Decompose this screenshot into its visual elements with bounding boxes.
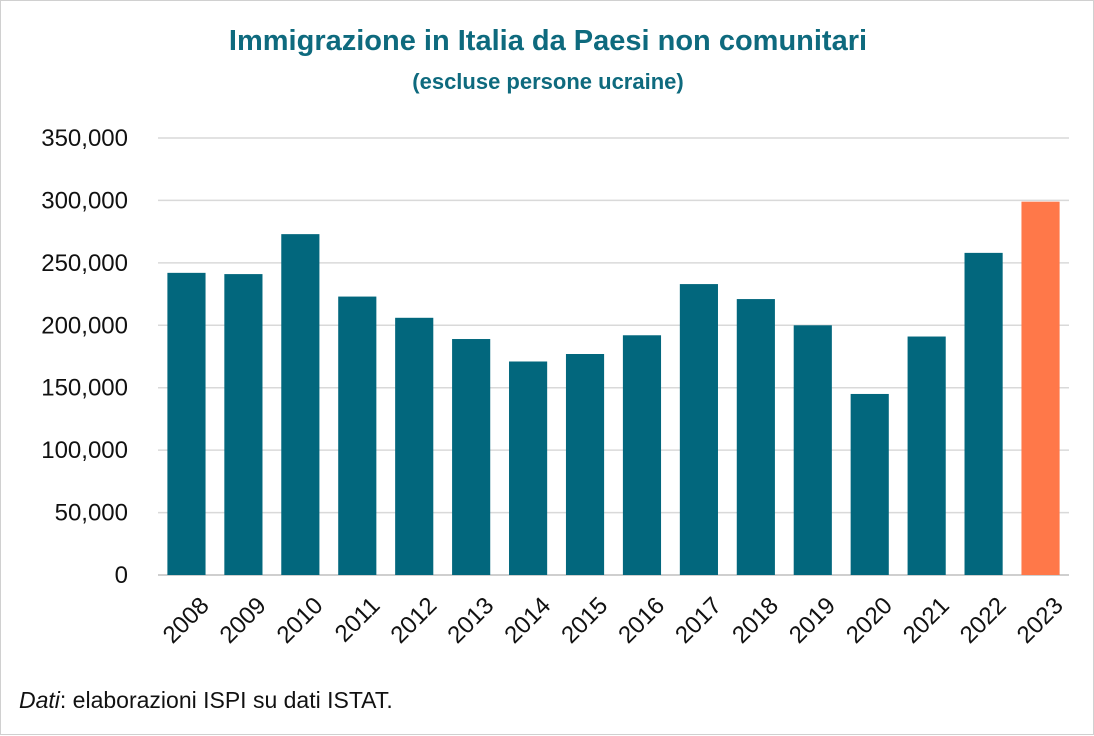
bar-2020 [850, 393, 889, 575]
x-tick-label: 2013 [442, 592, 499, 649]
bar-2015 [565, 354, 605, 575]
x-tick-label: 2008 [158, 592, 215, 649]
y-axis-tick-labels: 0 50,000 100,000 150,000 200,000 250,000 300,0… [41, 125, 128, 589]
source-label: Dati [19, 687, 60, 713]
bar-2013 [452, 339, 491, 575]
y-tick-label: 300,000 [41, 187, 128, 214]
x-tick-label: 2015 [556, 592, 613, 649]
bar-2011 [338, 296, 377, 575]
chart-title: Immigrazione in Italia da Paesi non comu… [228, 25, 868, 57]
x-tick-label: 2020 [841, 592, 898, 649]
y-tick-label: 150,000 [41, 375, 128, 402]
bar-2021 [907, 336, 946, 575]
x-tick-label: 2018 [727, 592, 784, 649]
bar-2010 [281, 234, 320, 575]
x-tick-label: 2021 [898, 592, 955, 649]
bar-2023 [1021, 201, 1060, 576]
x-tick-label: 2017 [670, 592, 727, 649]
bars [167, 201, 1060, 576]
source-text: : elaborazioni ISPI su dati ISTAT. [59, 687, 393, 713]
bar-2022 [964, 252, 1003, 575]
bar-2018 [736, 299, 775, 575]
y-tick-label: 200,000 [41, 312, 128, 339]
bar-2019 [793, 325, 832, 575]
x-tick-label: 2014 [499, 592, 556, 649]
source-note: Dati: elaborazioni ISPI su dati ISTAT. [19, 687, 393, 714]
x-tick-label: 2023 [1012, 592, 1069, 649]
bar-2012 [395, 317, 434, 575]
bar-2009 [224, 274, 263, 575]
bar-2016 [622, 335, 662, 575]
y-tick-label: 50,000 [55, 500, 128, 527]
y-tick-label: 100,000 [41, 437, 128, 464]
y-tick-label: 350,000 [41, 125, 128, 152]
bar-2008 [167, 272, 206, 575]
x-tick-label: 2016 [613, 592, 670, 649]
x-tick-label: 2022 [955, 592, 1012, 649]
x-tick-label: 2011 [330, 592, 386, 648]
bar-2017 [679, 284, 718, 575]
chart-subtitle: (escluse persone ucraine) [412, 69, 684, 94]
y-tick-label: 250,000 [41, 250, 128, 277]
x-tick-label: 2009 [215, 592, 272, 649]
y-tick-label: 0 [115, 562, 128, 589]
x-tick-label: 2012 [385, 592, 442, 649]
x-axis-tick-labels: 2008 2009 2010 2011 2012 2013 2014 2015 2016 2017… [158, 592, 1069, 649]
x-tick-label: 2019 [784, 592, 841, 649]
x-tick-label: 2010 [272, 592, 329, 649]
bar-2014 [509, 361, 548, 575]
